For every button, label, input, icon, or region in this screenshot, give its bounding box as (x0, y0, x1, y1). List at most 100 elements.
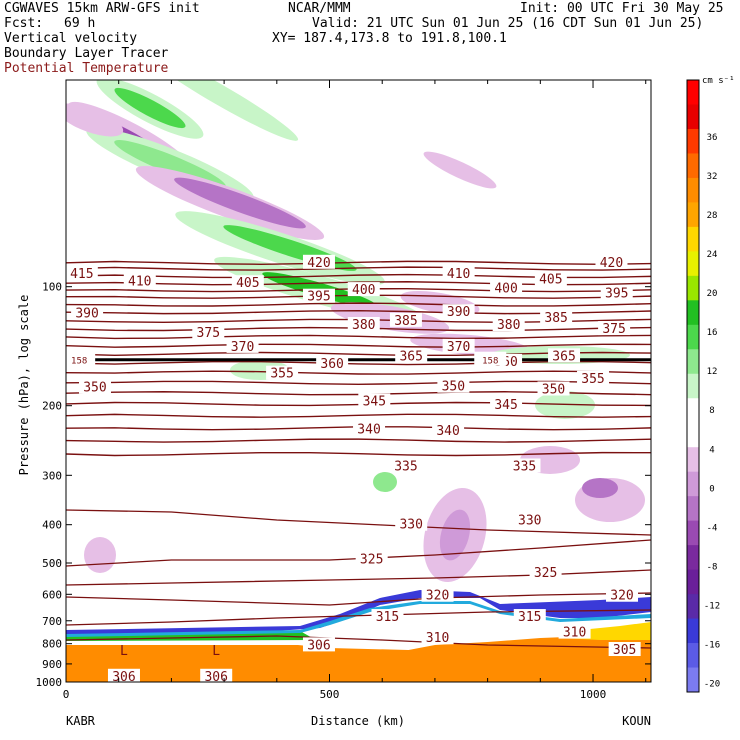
theta-contour (66, 438, 651, 443)
colorbar: 36 32 28 24 20 16 12 8 4 0 -4 -8 -12 -16 -20 (686, 79, 720, 693)
theta-label: 330 (518, 513, 541, 528)
theta-label-bg (432, 423, 465, 438)
theta-label: 385 (544, 311, 567, 326)
theta-label: 390 (447, 305, 470, 320)
theta-contour (66, 451, 651, 457)
forecast-label: Fcst: (4, 16, 44, 31)
theta-label: 375 (197, 326, 220, 341)
colorbar-segment (687, 496, 699, 522)
theta-label: 325 (360, 553, 383, 568)
theta-label: 410 (447, 267, 470, 282)
x-axis: 0 500 1000 (63, 80, 647, 701)
velocity-blob (174, 177, 306, 229)
theta-label-bg (347, 282, 380, 297)
y-axis-label: Pressure (hPa), log scale (17, 295, 31, 476)
theta-label-bg (355, 551, 388, 566)
theta-label: 400 (494, 281, 517, 296)
theta-label-bg (71, 305, 104, 320)
theta-label-bg (395, 516, 428, 531)
theta-label-bg (389, 458, 422, 473)
theta-contour (66, 343, 651, 348)
theta-label-bg (107, 668, 140, 683)
colorbar-segment (687, 447, 699, 473)
theta-label-bg (577, 370, 610, 385)
theta-label-bg (226, 338, 259, 353)
theta-contour (66, 266, 651, 271)
theta-label: 340 (357, 423, 380, 438)
theta-label-bg (371, 609, 404, 624)
colorbar-label: 20 (707, 289, 718, 299)
theta-contour-labels: 415 410 420 410 420 405 400 405 395 400 395 390 390 3… (63, 254, 641, 685)
theta-label: 305 (613, 643, 636, 658)
theta-label: 320 (610, 589, 633, 604)
theta-label: 320 (426, 589, 449, 604)
x-tick-label: 1000 (580, 688, 607, 701)
theta-label: 315 (376, 610, 399, 625)
colorbar-segment (687, 177, 699, 203)
theta-label-bg (490, 396, 523, 411)
colorbar-segment (687, 349, 699, 375)
theta-label: 420 (600, 256, 623, 271)
theta-label-bg (598, 321, 631, 336)
theta-label: 370 (447, 340, 470, 355)
theta-contour (66, 413, 651, 418)
colorbar-label: 8 (709, 406, 714, 416)
theta-label-bg (395, 348, 428, 363)
colorbar-label: -20 (704, 679, 720, 689)
theta-label-bg (490, 280, 523, 295)
theta-label: 355 (270, 367, 293, 382)
y-tick-label: 800 (42, 638, 62, 651)
colorbar-label: 36 (707, 133, 718, 143)
colorbar-label: 12 (707, 367, 718, 377)
velocity-blob (423, 151, 497, 189)
theta-label-bg (302, 288, 335, 303)
colorbar-segment (687, 275, 699, 301)
colorbar-segment (687, 373, 699, 399)
y-tick-label: 500 (42, 557, 62, 570)
theta-label-bg (192, 325, 225, 340)
theta-label-bg (389, 312, 422, 327)
theta-label: 330 (399, 518, 422, 533)
theta-label: 395 (605, 286, 628, 301)
colorbar-segment (687, 153, 699, 179)
theta-label: 310 (563, 626, 586, 641)
theta-label-bg (63, 351, 96, 366)
colorbar-segment (687, 643, 699, 669)
theta-label: 335 (394, 459, 417, 474)
boundary-layer-fill (66, 635, 651, 682)
theta-label: 390 (75, 307, 98, 322)
theta-label-bg (537, 381, 570, 396)
theta-label: 410 (128, 274, 151, 289)
theta-contour (66, 260, 651, 265)
colorbar-label: -12 (704, 601, 720, 611)
theta-label-bg (437, 378, 470, 393)
colorbar-segment (687, 569, 699, 595)
theta-label-bg (606, 587, 639, 602)
colorbar-segment (687, 300, 699, 326)
velocity-blob (66, 103, 124, 137)
org-title: NCAR/MMM (288, 1, 351, 16)
y-tick-label: 1000 (36, 676, 63, 689)
theta-label-bg (358, 393, 391, 408)
theta-label: 350 (83, 381, 106, 396)
valid-time: Valid: 21 UTC Sun 01 Jun 25 (16 CDT Sun … (312, 16, 704, 31)
theta-label-bg (513, 512, 546, 527)
colorbar-label: -16 (704, 640, 720, 650)
colorbar-segment (687, 398, 699, 424)
colorbar-segment (687, 104, 699, 130)
y-tick-label: 300 (42, 469, 62, 482)
colorbar-segment (687, 80, 699, 105)
theta-label: 380 (352, 318, 375, 333)
theta-label: 325 (534, 566, 557, 581)
theta-label-bg (231, 275, 264, 290)
theta-label: 375 (602, 322, 625, 337)
theta-label-bg (474, 351, 507, 366)
theta-contour (66, 509, 651, 536)
y-tick-label: 900 (42, 658, 62, 671)
theta-label-bg (513, 609, 546, 624)
colorbar-label: -8 (707, 562, 718, 572)
theta-label-bg (492, 317, 525, 332)
y-tick-label: 100 (42, 281, 62, 294)
theta-label-bg (78, 379, 111, 394)
theta-label-bg (421, 630, 454, 645)
